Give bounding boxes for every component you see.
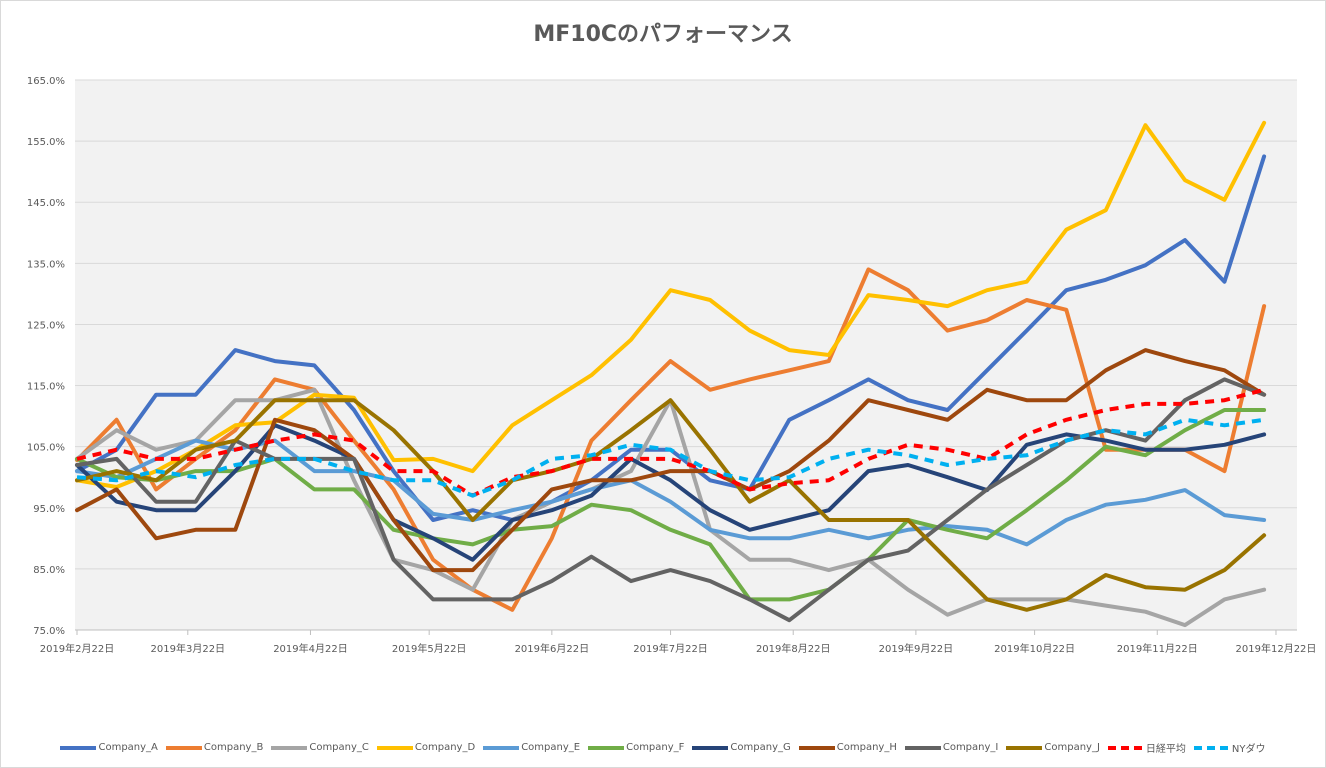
legend-item: Company_I (904, 740, 999, 755)
legend-label: Company_J (1044, 742, 1100, 753)
x-tick-label: 2019年8月22日 (756, 642, 831, 655)
legend-swatch (1193, 745, 1230, 750)
x-tick-label: 2019年3月22日 (151, 642, 226, 655)
series-line-Company_H (75, 348, 1267, 573)
y-tick-label: 165.0% (27, 76, 65, 87)
legend-item: Company_B (165, 740, 264, 755)
x-tick-label: 2019年11月22日 (1117, 642, 1198, 655)
series-line-日経平均 (76, 387, 1265, 498)
legend-swatch (1107, 745, 1144, 750)
legend-swatch (692, 745, 729, 750)
legend-swatch (60, 745, 97, 750)
legend-label: Company_A (98, 742, 158, 753)
legend-label: Company_H (836, 742, 897, 753)
legend-swatch (165, 745, 202, 750)
series-line-Company_E (75, 438, 1267, 547)
y-tick-label: 125.0% (27, 320, 65, 331)
legend-label: Company_I (942, 742, 999, 753)
x-tick-label: 2019年10月22日 (994, 642, 1075, 655)
legend-swatch (271, 745, 308, 750)
legend-swatch (376, 745, 413, 750)
y-tick-label: 155.0% (27, 137, 65, 148)
x-tick-label: 2019年9月22日 (879, 642, 954, 655)
legend-item: Company_C (271, 740, 369, 755)
legend-swatch (798, 745, 835, 750)
legend-item: Company_A (60, 740, 158, 755)
x-tick-label: 2019年4月22日 (273, 642, 348, 655)
series-line-Company_B (75, 267, 1267, 612)
legend-label: Company_F (626, 742, 685, 753)
legend-swatch (1006, 745, 1043, 750)
legend-item: Company_J (1006, 740, 1100, 755)
y-tick-label: 145.0% (27, 198, 65, 209)
legend-item: Company_D (376, 740, 476, 755)
legend-swatch (588, 745, 625, 750)
legend-label: Company_E (521, 742, 581, 753)
series-line-Company_J (75, 398, 1267, 612)
legend-item: 日経平均 (1107, 740, 1186, 755)
legend-label: 日経平均 (1145, 744, 1186, 755)
legend-label: Company_C (309, 742, 369, 753)
legend-label: Company_G (730, 742, 791, 753)
x-tick-label: 2019年12月22日 (1236, 642, 1317, 655)
legend-item: Company_E (483, 740, 580, 755)
y-tick-label: 75.0% (33, 626, 65, 637)
y-tick-label: 95.0% (33, 504, 65, 515)
chart-legend: Company_A Company_B Company_C Company_D Comp… (0, 740, 1326, 755)
x-tick-label: 2019年6月22日 (515, 642, 590, 655)
x-tick-label: 2019年7月22日 (633, 642, 708, 655)
legend-item: Company_H (798, 740, 897, 755)
legend-swatch (483, 745, 520, 750)
y-tick-label: 85.0% (33, 565, 65, 576)
legend-label: Company_B (203, 742, 264, 753)
legend-item: Company_G (692, 740, 791, 755)
series-line-NYダウ (76, 417, 1265, 498)
y-tick-label: 135.0% (27, 259, 65, 270)
y-tick-label: 115.0% (27, 382, 65, 393)
x-tick-label: 2019年2月22日 (40, 642, 115, 655)
legend-label: Company_D (414, 742, 476, 753)
legend-item: NYダウ (1193, 740, 1266, 755)
legend-label: NYダウ (1231, 744, 1266, 755)
chart-title: MF10Cのパフォーマンス (533, 22, 793, 47)
legend-item: Company_F (588, 740, 684, 755)
x-tick-label: 2019年5月22日 (392, 642, 467, 655)
legend-swatch (904, 745, 941, 750)
plot-area (75, 80, 1297, 630)
y-tick-label: 105.0% (27, 443, 65, 454)
